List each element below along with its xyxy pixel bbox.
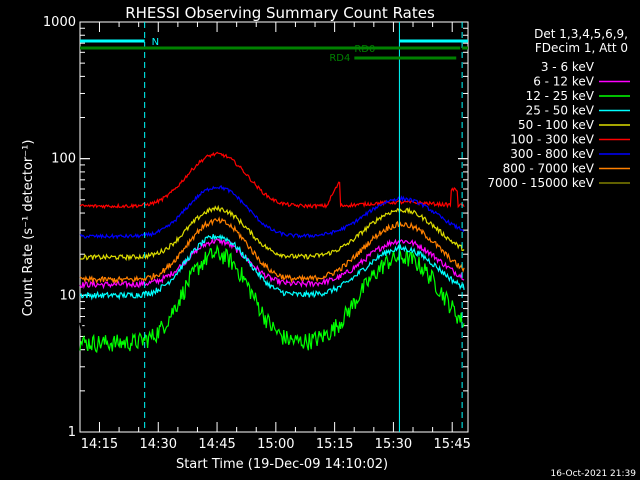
legend-label: 300 - 800 keV (510, 147, 594, 161)
legend-header-line-2: FDecim 1, Att 0 (535, 41, 628, 55)
y-axis-label: Count Rate (s⁻¹ detector⁻¹) (21, 140, 36, 317)
legend-label: 100 - 300 keV (510, 133, 594, 147)
series-line (79, 151, 465, 210)
night-annotation-label: N (152, 37, 159, 48)
series-line (79, 237, 465, 290)
plot-area: 1 10 100 1000 14:15 14:30 14:45 15:00 15:15 15:30… (43, 15, 471, 452)
x-tick-label: 14:15 (81, 437, 118, 452)
rd4-annotation-label: RD4 (329, 53, 350, 64)
legend-label: 800 - 7000 keV (503, 162, 595, 176)
series-line (79, 204, 465, 262)
footer-timestamp: 16-Oct-2021 21:39 (551, 469, 637, 479)
legend-label: 25 - 50 keV (526, 104, 595, 118)
x-tick-label: 15:00 (257, 437, 294, 452)
legend-label: 7000 - 15000 keV (487, 176, 594, 190)
plot-frame (79, 21, 469, 433)
y-tick-label: 1 (68, 425, 76, 440)
x-tick-label: 14:45 (198, 437, 235, 452)
series-line (79, 233, 465, 301)
series-line (79, 244, 465, 354)
y-tick-label: 1000 (43, 15, 76, 30)
legend-label: 50 - 100 keV (518, 118, 595, 132)
legend-label: 6 - 12 keV (533, 75, 595, 89)
rd0-annotation-label: RD0 (354, 44, 375, 55)
series-line (79, 253, 465, 335)
x-axis-label: Start Time (19-Dec-09 14:10:02) (176, 457, 388, 472)
x-tick-label: 15:15 (316, 437, 353, 452)
series-line (79, 216, 465, 284)
x-tick-label: 14:30 (140, 437, 177, 452)
legend-label: 12 - 25 keV (526, 89, 595, 103)
y-tick-label: 100 (51, 152, 76, 167)
x-tick-label: 15:45 (433, 437, 470, 452)
y-tick-label: 10 (59, 288, 76, 303)
chart-title: RHESSI Observing Summary Count Rates (125, 4, 435, 22)
legend-label: 3 - 6 keV (541, 60, 595, 74)
legend-header-line-1: Det 1,3,4,5,6,9, (534, 27, 628, 41)
series-line (79, 184, 465, 240)
x-tick-label: 15:30 (375, 437, 412, 452)
